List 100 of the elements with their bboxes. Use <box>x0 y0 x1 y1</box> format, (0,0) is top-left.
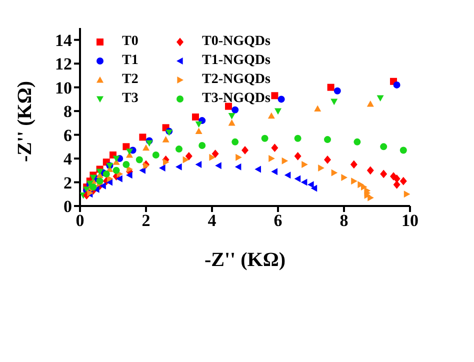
point <box>139 134 146 141</box>
point <box>324 156 331 164</box>
point <box>234 163 242 170</box>
point <box>116 175 122 182</box>
point <box>404 190 410 198</box>
point <box>162 136 170 142</box>
point <box>176 163 182 170</box>
point <box>198 142 206 149</box>
point <box>393 81 400 88</box>
legend-label: T1 <box>122 52 138 68</box>
point <box>354 138 361 146</box>
point <box>318 164 324 172</box>
point <box>261 134 268 142</box>
point <box>122 160 130 168</box>
legend-label: T1-NGQDs <box>202 52 270 68</box>
point <box>341 174 348 182</box>
point <box>268 155 275 162</box>
point <box>159 164 166 172</box>
point <box>294 175 301 182</box>
point <box>393 174 400 183</box>
point <box>126 148 133 155</box>
point <box>294 152 302 160</box>
point <box>236 154 242 161</box>
point <box>142 144 150 151</box>
point <box>242 146 248 154</box>
point <box>351 178 358 185</box>
y-tick-label: 2 <box>64 173 72 192</box>
point <box>136 156 143 164</box>
point <box>122 143 130 150</box>
point <box>302 160 308 168</box>
point <box>278 96 285 103</box>
point <box>228 113 236 120</box>
point <box>314 105 322 112</box>
point <box>215 162 222 170</box>
y-tick-label: 4 <box>64 150 72 169</box>
point <box>271 92 278 100</box>
point <box>327 84 334 91</box>
y-tick-label: 8 <box>64 102 72 122</box>
point <box>212 150 219 158</box>
legend-label: T0-NGQDs <box>202 34 270 50</box>
x-tick-label: 10 <box>402 211 418 230</box>
point <box>232 106 239 114</box>
point <box>152 151 160 158</box>
point <box>126 172 132 179</box>
point <box>380 170 388 178</box>
x-tick-label: 0 <box>76 211 84 230</box>
point <box>366 100 374 107</box>
y-axis-title: -Z'' (KΩ) <box>14 80 36 162</box>
point <box>106 178 112 186</box>
y-tick-label: 14 <box>55 30 72 50</box>
x-tick-label: 8 <box>340 211 348 230</box>
point <box>294 134 302 142</box>
point <box>176 146 182 153</box>
point <box>182 156 190 164</box>
point <box>102 170 110 178</box>
legend-label: T2 <box>122 72 138 88</box>
y-tick-label: 10 <box>55 78 72 98</box>
point <box>284 172 291 179</box>
point <box>376 95 384 102</box>
x-tick-label: 4 <box>208 211 217 230</box>
point <box>400 146 407 154</box>
point <box>195 160 202 168</box>
legend-label: T3-NGQDs <box>202 90 270 106</box>
point <box>96 168 104 176</box>
point <box>271 168 278 176</box>
x-axis-title: -Z'' (KΩ) <box>204 249 286 271</box>
point <box>90 174 97 182</box>
point <box>209 154 216 161</box>
y-tick-label: 0 <box>64 197 72 216</box>
x-tick-label: 6 <box>274 211 282 230</box>
point <box>331 169 338 176</box>
point <box>228 119 236 126</box>
point <box>310 184 318 192</box>
legend-label: T3 <box>122 90 138 106</box>
point <box>268 112 275 119</box>
y-tick-label: 12 <box>55 54 72 74</box>
point <box>163 158 170 166</box>
point <box>185 152 192 160</box>
point <box>330 98 338 106</box>
point <box>366 166 374 175</box>
point <box>192 114 199 120</box>
legend-label: T2-NGQDs <box>202 72 270 88</box>
point <box>380 143 388 150</box>
point <box>400 176 407 186</box>
y-tick-label: 6 <box>64 126 72 145</box>
point <box>282 157 288 164</box>
point <box>308 181 314 188</box>
point <box>232 138 239 146</box>
point <box>324 136 331 144</box>
point <box>112 156 120 162</box>
point <box>195 128 202 134</box>
point <box>195 121 202 128</box>
point <box>350 160 358 169</box>
point <box>146 140 153 147</box>
point <box>271 144 278 152</box>
point <box>100 182 106 190</box>
point <box>274 108 282 115</box>
x-tick-label: 2 <box>142 211 150 230</box>
legend-label: T0 <box>122 34 138 50</box>
point <box>334 87 341 94</box>
